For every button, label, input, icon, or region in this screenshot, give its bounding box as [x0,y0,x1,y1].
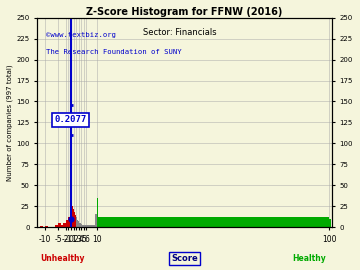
Bar [68,217,69,227]
Bar [63,223,66,227]
Text: Score: Score [171,254,198,263]
Bar [74,212,75,227]
Bar [98,217,329,227]
Bar [76,217,77,227]
Bar [329,219,330,227]
Bar [97,198,98,227]
Bar [82,225,83,227]
Bar [73,210,74,227]
Text: 0.2077: 0.2077 [54,115,86,124]
Text: Sector: Financials: Sector: Financials [143,28,217,37]
Bar [71,18,72,227]
Bar [78,221,79,227]
Bar [79,223,80,227]
Bar [77,220,78,227]
Y-axis label: Number of companies (997 total): Number of companies (997 total) [7,64,13,181]
Bar [60,225,63,227]
Bar [45,226,48,227]
Bar [40,226,42,227]
Bar [83,225,84,227]
Bar [72,206,73,227]
Bar [58,223,60,227]
Bar [81,224,82,227]
Bar [69,220,71,227]
Text: Healthy: Healthy [292,254,326,263]
Bar [86,225,95,227]
Text: Unhealthy: Unhealthy [40,254,85,263]
Bar [80,223,81,227]
Bar [85,225,86,227]
Bar [84,225,85,227]
Title: Z-Score Histogram for FFNW (2016): Z-Score Histogram for FFNW (2016) [86,7,283,17]
Bar [66,220,68,227]
Text: ©www.textbiz.org: ©www.textbiz.org [46,32,116,38]
Bar [75,214,76,227]
Bar [55,225,58,227]
Text: The Research Foundation of SUNY: The Research Foundation of SUNY [46,49,182,55]
Bar [95,214,97,227]
